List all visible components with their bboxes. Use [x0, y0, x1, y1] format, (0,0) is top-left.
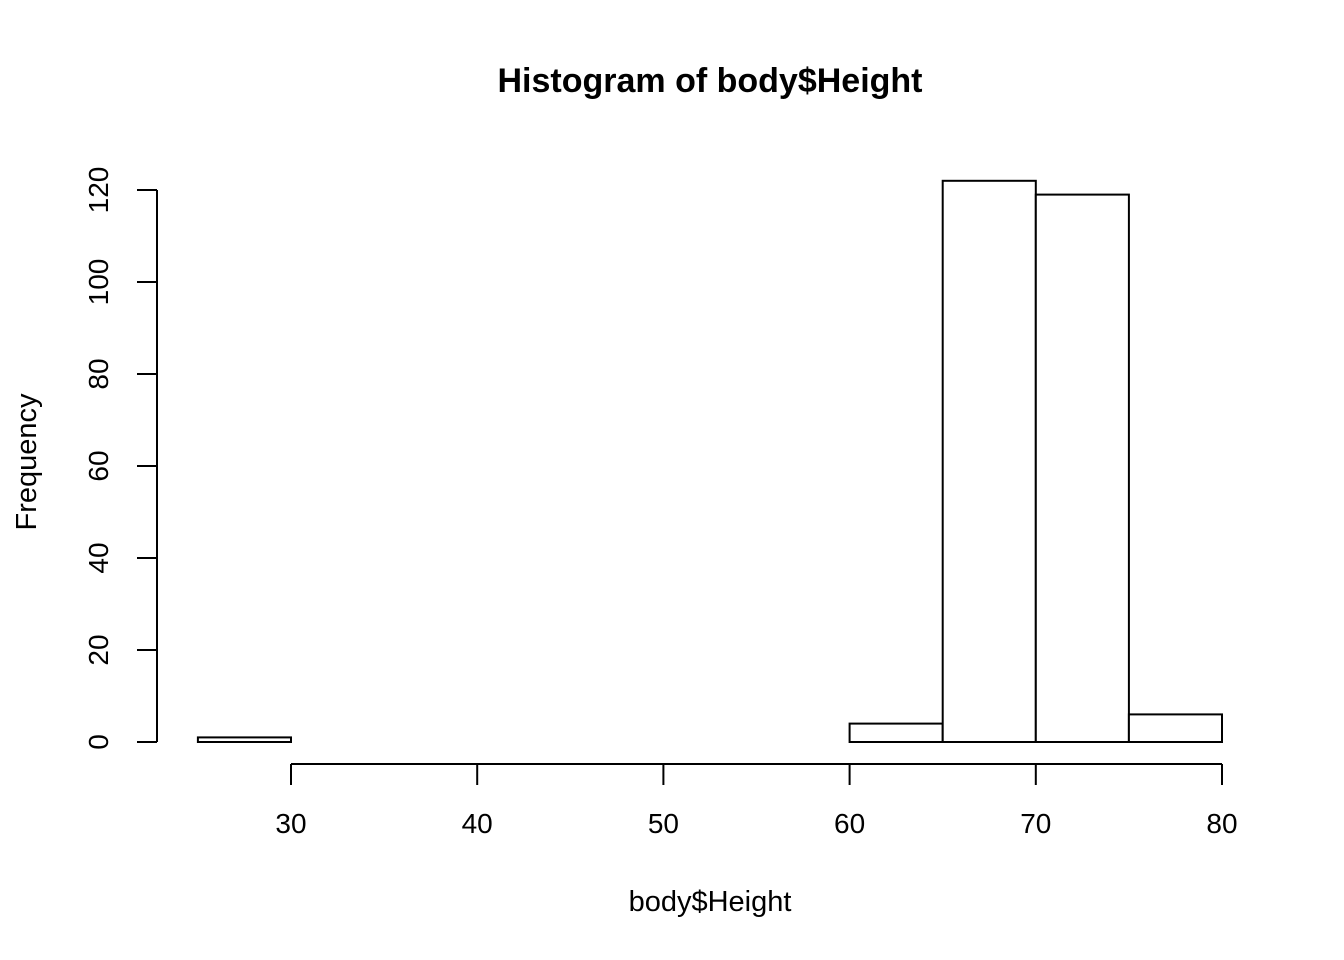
y-tick-label: 0	[83, 734, 114, 750]
chart-title: Histogram of body$Height	[497, 62, 922, 100]
x-tick-label: 30	[275, 808, 306, 839]
histogram-bar-75-80	[1127, 713, 1224, 744]
y-tick-label: 120	[83, 167, 114, 214]
y-tick-label: 20	[83, 634, 114, 665]
y-axis-label: Frequency	[11, 393, 43, 531]
x-axis-label: body$Height	[629, 886, 792, 918]
x-axis: 30 40 50 60 70 80	[275, 763, 1238, 839]
histogram-bar-65-70	[941, 179, 1037, 744]
histogram-bar-60-65	[848, 722, 944, 743]
y-tick-label: 40	[83, 542, 114, 573]
x-tick-label: 70	[1020, 808, 1051, 839]
y-tick-label: 80	[83, 358, 114, 389]
y-tick-label: 60	[83, 450, 114, 481]
x-tick-label: 80	[1206, 808, 1237, 839]
histogram-bar-70-75	[1034, 193, 1130, 744]
histogram-bar-25-30	[196, 736, 292, 744]
y-axis: 0 20 40 60 80 100 120	[83, 167, 158, 750]
x-tick-label: 40	[462, 808, 493, 839]
x-tick-label: 60	[834, 808, 865, 839]
y-tick-label: 100	[83, 259, 114, 306]
bars-group	[196, 179, 1224, 744]
x-tick-label: 50	[648, 808, 679, 839]
